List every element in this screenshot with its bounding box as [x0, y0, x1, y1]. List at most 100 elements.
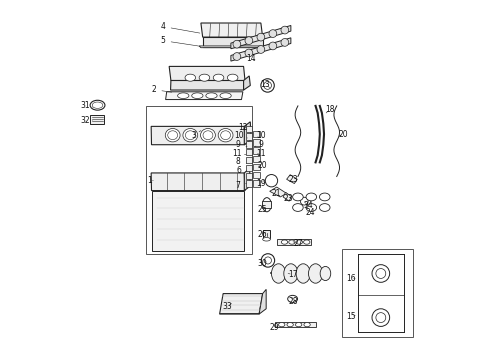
- Polygon shape: [169, 66, 245, 81]
- Polygon shape: [277, 239, 311, 245]
- Text: 23: 23: [283, 194, 293, 203]
- Ellipse shape: [257, 46, 265, 53]
- Ellipse shape: [92, 102, 103, 108]
- Polygon shape: [231, 38, 291, 61]
- Polygon shape: [91, 115, 104, 123]
- Ellipse shape: [192, 93, 203, 99]
- Polygon shape: [246, 180, 252, 187]
- Ellipse shape: [304, 240, 310, 244]
- Polygon shape: [231, 26, 291, 49]
- Polygon shape: [246, 141, 252, 148]
- Polygon shape: [166, 92, 243, 100]
- Polygon shape: [246, 134, 252, 140]
- Polygon shape: [151, 190, 245, 251]
- Polygon shape: [246, 126, 252, 132]
- Text: 1: 1: [147, 176, 153, 185]
- Ellipse shape: [245, 49, 253, 57]
- Text: 33: 33: [222, 302, 232, 311]
- Text: 10: 10: [235, 131, 247, 140]
- Ellipse shape: [185, 74, 196, 81]
- Ellipse shape: [218, 129, 233, 142]
- Ellipse shape: [199, 74, 210, 81]
- Ellipse shape: [309, 264, 322, 283]
- Polygon shape: [203, 37, 263, 47]
- Polygon shape: [244, 76, 250, 90]
- Ellipse shape: [264, 82, 271, 89]
- Polygon shape: [263, 230, 270, 238]
- Ellipse shape: [227, 74, 238, 81]
- Text: 5: 5: [161, 36, 200, 46]
- Ellipse shape: [261, 254, 274, 267]
- Ellipse shape: [296, 264, 310, 283]
- Text: 18: 18: [325, 105, 334, 114]
- Text: 3: 3: [192, 131, 201, 140]
- Ellipse shape: [372, 265, 390, 282]
- Ellipse shape: [376, 269, 386, 278]
- Ellipse shape: [372, 309, 390, 327]
- Polygon shape: [245, 168, 250, 190]
- Ellipse shape: [320, 266, 331, 280]
- Polygon shape: [253, 180, 260, 187]
- Ellipse shape: [306, 204, 317, 211]
- Text: 32: 32: [80, 116, 93, 125]
- Text: 4: 4: [161, 22, 200, 33]
- Ellipse shape: [177, 93, 189, 99]
- Ellipse shape: [287, 323, 294, 327]
- Polygon shape: [274, 322, 316, 328]
- Ellipse shape: [185, 131, 195, 140]
- Text: 12: 12: [239, 123, 248, 132]
- Text: 26: 26: [257, 230, 267, 239]
- Ellipse shape: [304, 323, 310, 327]
- Ellipse shape: [220, 93, 231, 99]
- Ellipse shape: [289, 240, 295, 244]
- Ellipse shape: [233, 40, 241, 48]
- Text: 28: 28: [289, 297, 298, 306]
- Ellipse shape: [168, 131, 177, 140]
- Polygon shape: [253, 164, 260, 170]
- Polygon shape: [287, 175, 297, 184]
- Polygon shape: [201, 23, 263, 37]
- Ellipse shape: [295, 323, 302, 327]
- Text: 9: 9: [236, 140, 247, 149]
- Ellipse shape: [90, 100, 105, 110]
- Ellipse shape: [213, 74, 224, 81]
- Text: 25: 25: [257, 206, 267, 215]
- Polygon shape: [151, 173, 245, 190]
- Text: 10: 10: [256, 131, 266, 140]
- Text: 8: 8: [236, 157, 247, 166]
- Polygon shape: [283, 192, 292, 201]
- Ellipse shape: [271, 264, 286, 283]
- Text: 11: 11: [256, 149, 266, 158]
- Text: 2: 2: [151, 85, 172, 94]
- Ellipse shape: [200, 129, 216, 142]
- Polygon shape: [246, 149, 252, 156]
- Ellipse shape: [257, 33, 265, 41]
- Ellipse shape: [220, 131, 230, 140]
- Text: 34: 34: [304, 201, 314, 210]
- Text: 19: 19: [256, 179, 266, 188]
- Polygon shape: [253, 172, 260, 179]
- Text: 15: 15: [346, 312, 356, 321]
- Text: 20: 20: [339, 130, 348, 139]
- Bar: [146, 106, 252, 254]
- Ellipse shape: [261, 79, 274, 92]
- Ellipse shape: [183, 129, 198, 142]
- Ellipse shape: [284, 264, 298, 283]
- Text: 21: 21: [271, 189, 281, 198]
- Ellipse shape: [306, 193, 317, 201]
- Text: 23: 23: [289, 175, 298, 184]
- Ellipse shape: [263, 238, 270, 241]
- Text: 29: 29: [269, 323, 279, 332]
- Ellipse shape: [203, 131, 213, 140]
- Ellipse shape: [300, 197, 308, 205]
- Polygon shape: [245, 122, 251, 145]
- Text: 7: 7: [235, 181, 246, 190]
- Polygon shape: [253, 156, 260, 162]
- Polygon shape: [171, 81, 245, 90]
- Text: 27: 27: [293, 239, 303, 248]
- Ellipse shape: [376, 312, 386, 323]
- Ellipse shape: [281, 240, 288, 244]
- Ellipse shape: [245, 37, 253, 45]
- Polygon shape: [199, 46, 262, 48]
- Text: 13: 13: [261, 80, 270, 89]
